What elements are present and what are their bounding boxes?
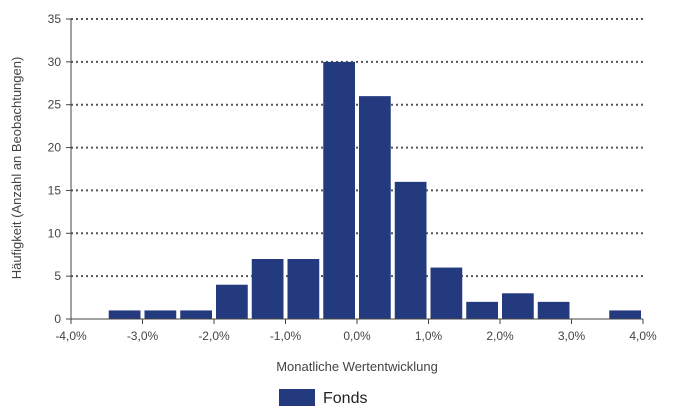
x-axis-title: Monatliche Wertentwicklung (276, 359, 438, 374)
y-tick-labels: 0 5 10 15 20 25 30 35 (48, 12, 62, 326)
x-tick-label: -2,0% (198, 329, 230, 343)
bar (502, 293, 534, 319)
y-tick-label: 0 (54, 312, 61, 326)
bar (359, 96, 391, 320)
bar (609, 310, 641, 319)
gridlines (71, 18, 643, 278)
x-tick-label: 3,0% (558, 329, 586, 343)
legend-swatch-fonds (279, 389, 315, 406)
bar (466, 301, 498, 319)
y-tick-label: 20 (48, 141, 62, 155)
bar (108, 310, 141, 319)
bar (430, 267, 463, 319)
bar (180, 310, 212, 319)
bar (144, 310, 177, 319)
y-tick-label: 30 (48, 55, 62, 69)
bar (251, 259, 284, 319)
x-tick-label: -1,0% (270, 329, 302, 343)
legend: Fonds (279, 389, 367, 407)
y-axis-title: Häufigkeit (Anzahl an Beobachtungen) (9, 57, 24, 280)
axes (66, 18, 644, 324)
bar (216, 284, 248, 319)
x-tick-label: 2,0% (486, 329, 514, 343)
bar (537, 301, 570, 319)
x-tick-label: 1,0% (415, 329, 443, 343)
y-tick-label: 25 (48, 98, 62, 112)
bar (287, 259, 320, 319)
x-tick-label: 4,0% (629, 329, 657, 343)
y-tick-label: 15 (48, 183, 62, 197)
y-tick-label: 10 (48, 226, 62, 240)
x-tick-label: -3,0% (127, 329, 159, 343)
bar (323, 61, 355, 319)
y-tick-label: 5 (54, 269, 61, 283)
bars (108, 61, 641, 320)
y-tick-label: 35 (48, 12, 62, 26)
x-tick-labels: -4,0% -3,0% -2,0% -1,0% 0,0% 1,0% 2,0% 3,0% 4,0% (55, 329, 657, 343)
legend-label-fonds: Fonds (323, 390, 367, 407)
bar (394, 181, 427, 319)
x-tick-label: 0,0% (343, 329, 371, 343)
x-tick-label: -4,0% (55, 329, 87, 343)
